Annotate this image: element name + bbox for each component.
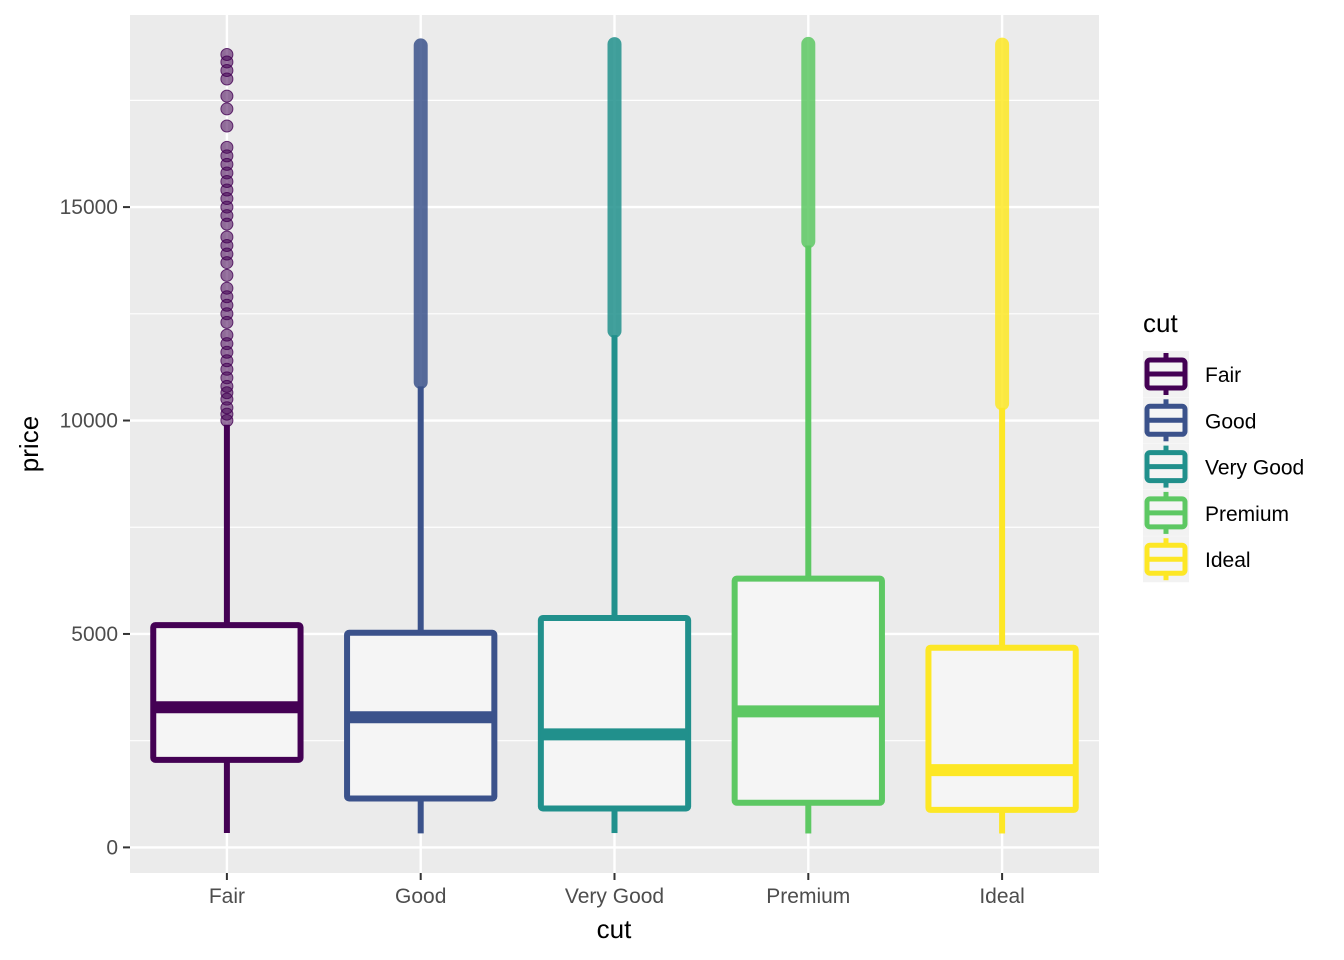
x-tick-label: Good — [395, 885, 446, 908]
y-tick-label: 5000 — [71, 623, 118, 646]
outlier-point — [220, 48, 234, 62]
outlier-point — [220, 268, 234, 282]
outlier-point — [220, 102, 234, 116]
box-group-very-good — [537, 37, 692, 834]
outlier-point — [220, 140, 234, 154]
box-layer — [150, 36, 1079, 834]
box-group-premium — [731, 36, 885, 834]
legend-title: cut — [1143, 308, 1178, 338]
outlier-point — [220, 119, 234, 133]
outlier-band — [607, 37, 622, 338]
outlier-band — [801, 36, 816, 249]
outlier-point — [220, 89, 234, 103]
x-tick-label: Premium — [766, 885, 850, 908]
y-tick-label: 15000 — [60, 196, 118, 219]
outlier-point — [220, 281, 234, 295]
box-iqr — [925, 644, 1079, 813]
y-tick-label: 10000 — [60, 410, 118, 433]
legend-label: Very Good — [1205, 457, 1304, 480]
box-group-good — [344, 38, 498, 834]
box-iqr — [731, 575, 885, 806]
y-axis-title: price — [14, 416, 44, 472]
legend-label: Good — [1205, 410, 1256, 433]
x-axis: Fair Good Very Good Premium Ideal — [209, 873, 1025, 908]
y-axis: 0 5000 10000 15000 — [60, 196, 130, 859]
box-group-ideal — [925, 37, 1079, 834]
legend: cut Fair Good Very Good Premium Ideal — [1143, 308, 1304, 583]
outlier-point — [220, 328, 234, 342]
outlier-band — [995, 37, 1010, 411]
box-iqr — [537, 615, 692, 812]
y-tick-label: 0 — [106, 836, 118, 859]
outlier-point — [220, 230, 234, 244]
legend-label: Fair — [1205, 364, 1241, 387]
x-tick-label: Ideal — [979, 885, 1025, 908]
x-tick-label: Fair — [209, 885, 245, 908]
box-group-fair — [150, 48, 304, 834]
x-axis-title: cut — [597, 914, 632, 944]
x-tick-label: Very Good — [565, 885, 664, 908]
box-iqr — [150, 622, 304, 763]
legend-label: Ideal — [1205, 549, 1251, 572]
outlier-band — [413, 38, 428, 390]
legend-label: Premium — [1205, 503, 1289, 526]
